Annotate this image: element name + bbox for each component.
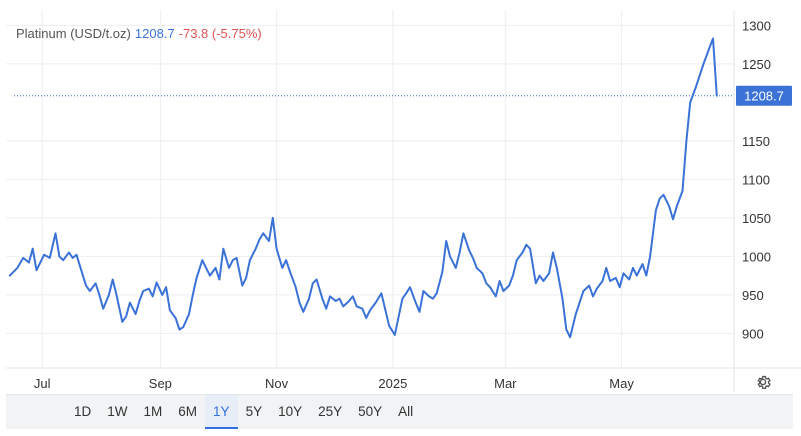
y-tick-label: 1050 xyxy=(742,211,771,226)
y-tick-label: 900 xyxy=(742,326,764,341)
x-tick-label: Jul xyxy=(34,376,51,391)
range-button-1m[interactable]: 1M xyxy=(143,404,163,419)
range-button-all[interactable]: All xyxy=(398,404,414,419)
range-button-1y[interactable]: 1Y xyxy=(205,395,238,429)
range-button-25y[interactable]: 25Y xyxy=(318,404,343,419)
range-button-1w[interactable]: 1W xyxy=(107,404,128,419)
y-axis-ticks: 900 950 1000 1050 1100 1150 1250 1300 xyxy=(742,18,771,341)
range-button-group: 1D 1W 1M 6M 1Y 5Y 10Y 25Y 50Y All xyxy=(66,395,421,429)
price-change-value: -73.8 (-5.75%) xyxy=(178,26,262,41)
last-price-tag-label: 1208.7 xyxy=(744,89,784,104)
range-button-6m[interactable]: 6M xyxy=(178,404,198,419)
last-price-tag: 1208.7 xyxy=(736,85,792,106)
grid-lines xyxy=(6,10,734,368)
range-button-50y[interactable]: 50Y xyxy=(358,404,383,419)
range-button-5y[interactable]: 5Y xyxy=(245,404,263,419)
y-tick-label: 1150 xyxy=(742,134,770,149)
x-tick-label: 2025 xyxy=(378,376,407,391)
x-axis-ticks: Jul Sep Nov 2025 Mar May xyxy=(34,376,634,391)
y-tick-label: 1300 xyxy=(742,18,771,33)
last-price-tag-bg xyxy=(736,85,792,106)
y-tick-label: 1100 xyxy=(742,172,770,187)
x-tick-label: Nov xyxy=(265,376,289,391)
range-button-10y[interactable]: 10Y xyxy=(278,404,303,419)
price-series-line xyxy=(8,37,718,339)
y-tick-label: 950 xyxy=(742,288,764,303)
range-button-1d[interactable]: 1D xyxy=(74,404,92,419)
last-price-value: 1208.7 xyxy=(134,26,175,41)
x-tick-label: Mar xyxy=(494,376,517,391)
y-tick-label: 1250 xyxy=(742,57,771,72)
symbol-label: Platinum (USD/t.oz) xyxy=(16,26,131,41)
chart-header: Platinum (USD/t.oz) 1208.7 -73.8 (-5.75%) xyxy=(16,26,262,41)
gear-icon[interactable] xyxy=(754,373,772,391)
range-toolbar: 1D 1W 1M 6M 1Y 5Y 10Y 25Y 50Y All xyxy=(6,394,793,429)
price-chart: 900 950 1000 1050 1100 1150 1250 1300 Jul Sep Nov… xyxy=(6,10,801,392)
y-tick-label: 1000 xyxy=(742,249,771,264)
x-tick-label: May xyxy=(609,376,634,391)
x-tick-label: Sep xyxy=(149,376,172,391)
